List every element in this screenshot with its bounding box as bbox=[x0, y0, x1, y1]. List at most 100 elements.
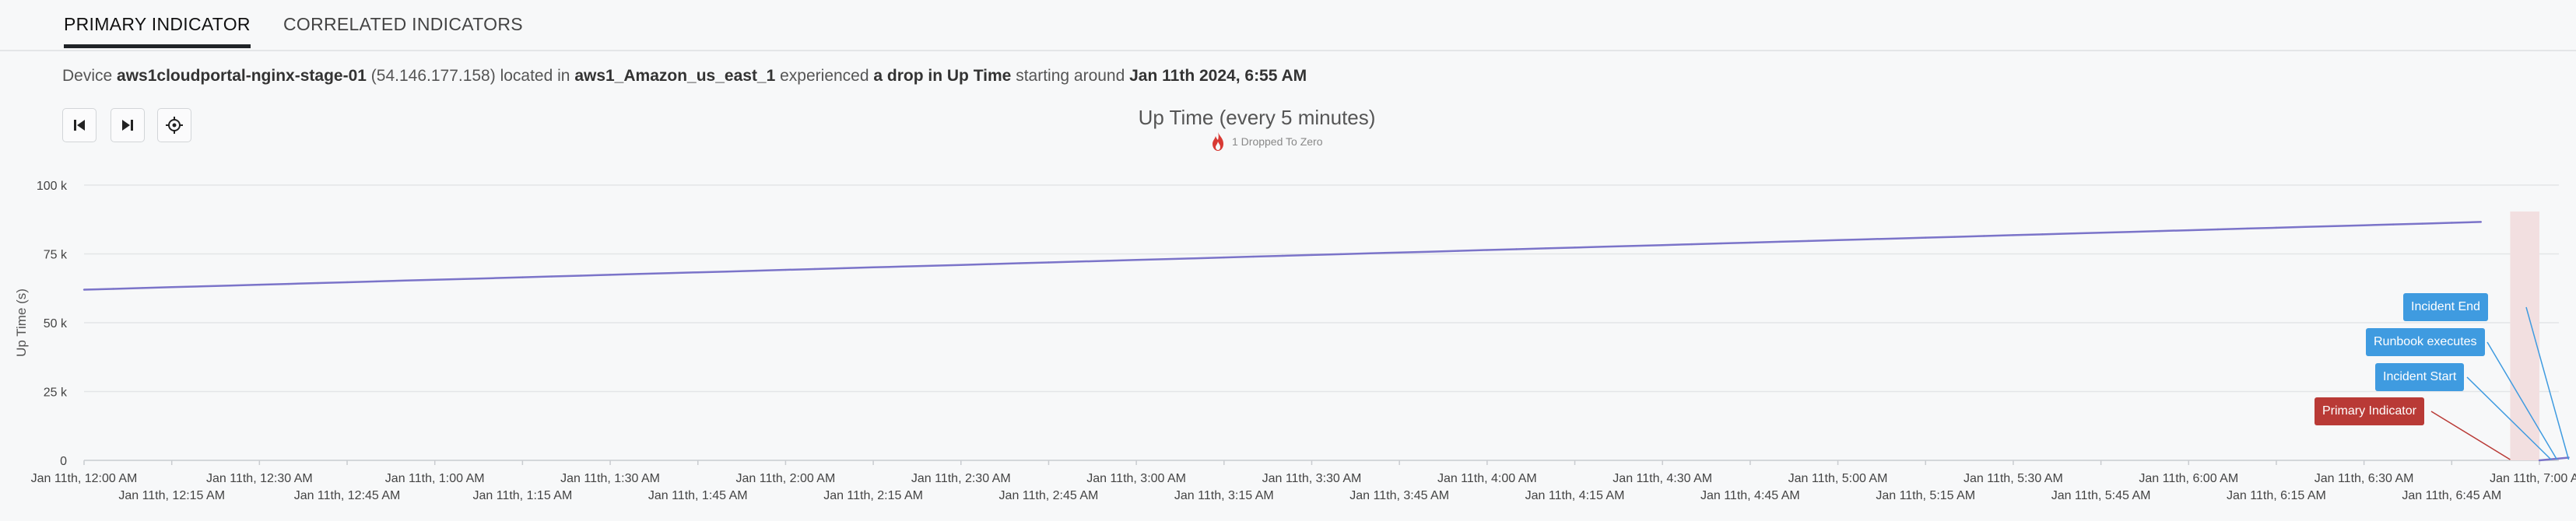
data-point bbox=[2012, 234, 2015, 236]
data-point bbox=[1223, 256, 1226, 259]
x-tick-label: Jan 11th, 12:45 AM bbox=[294, 489, 401, 502]
y-tick-label: 100 k bbox=[37, 180, 68, 193]
x-tick-label: Jan 11th, 4:45 AM bbox=[1700, 489, 1800, 502]
data-point bbox=[2392, 223, 2395, 226]
tab-primary-indicator[interactable]: PRIMARY INDICATOR bbox=[64, 0, 251, 48]
data-point bbox=[404, 279, 407, 282]
annotation-connector bbox=[2525, 306, 2570, 460]
data-point bbox=[463, 278, 465, 280]
data-point bbox=[82, 288, 86, 291]
data-point bbox=[1690, 243, 1693, 246]
data-point bbox=[2129, 230, 2132, 233]
x-tick-label: Jan 11th, 1:30 AM bbox=[560, 472, 660, 485]
data-point bbox=[1865, 238, 1869, 240]
data-point bbox=[1720, 242, 1722, 245]
data-point bbox=[1252, 255, 1255, 258]
subtitle-text: 1 Dropped To Zero bbox=[1232, 135, 1323, 148]
data-point bbox=[1983, 235, 1985, 237]
recenter-button[interactable] bbox=[157, 108, 191, 142]
annotation-primary-indicator[interactable]: Primary Indicator bbox=[2315, 397, 2424, 425]
data-point bbox=[200, 285, 202, 288]
x-tick-label: Jan 11th, 4:15 AM bbox=[1525, 489, 1625, 502]
data-point bbox=[433, 278, 436, 281]
data-point bbox=[1076, 260, 1079, 263]
desc-mid2: starting around bbox=[1011, 67, 1130, 85]
data-point bbox=[1369, 252, 1371, 254]
data-point bbox=[375, 280, 377, 283]
data-point bbox=[931, 264, 933, 267]
data-point bbox=[1515, 248, 1518, 250]
fire-icon bbox=[1213, 132, 1223, 151]
data-point bbox=[2451, 222, 2453, 224]
data-point bbox=[317, 281, 319, 285]
x-tick-label: Jan 11th, 2:00 AM bbox=[736, 472, 836, 485]
data-point bbox=[1339, 253, 1342, 256]
data-point bbox=[1018, 262, 1021, 264]
annotation-connector bbox=[2466, 376, 2552, 460]
data-point bbox=[258, 283, 261, 286]
data-point bbox=[2333, 225, 2336, 227]
data-point bbox=[2216, 228, 2220, 231]
data-point bbox=[1749, 241, 1752, 244]
y-tick-label: 0 bbox=[60, 455, 67, 468]
x-tick-label: Jan 11th, 6:00 AM bbox=[2139, 472, 2238, 485]
x-tick-label: Jan 11th, 3:45 AM bbox=[1349, 489, 1449, 502]
x-tick-label: Jan 11th, 6:45 AM bbox=[2402, 489, 2501, 502]
data-point bbox=[2275, 226, 2278, 229]
data-point bbox=[1544, 247, 1547, 250]
data-point bbox=[813, 267, 816, 271]
data-point bbox=[2421, 222, 2423, 225]
data-point bbox=[843, 267, 845, 270]
x-tick-label: Jan 11th, 7:00 AM bbox=[2490, 472, 2576, 485]
data-point bbox=[784, 268, 787, 271]
data-point bbox=[1778, 240, 1781, 243]
annotation-incident-end[interactable]: Incident End bbox=[2403, 293, 2488, 321]
device-location: aws1_Amazon_us_east_1 bbox=[574, 67, 776, 85]
data-point bbox=[287, 282, 290, 285]
event-time: Jan 11th 2024, 6:55 AM bbox=[1129, 67, 1307, 85]
skip-forward-button[interactable] bbox=[111, 108, 145, 142]
x-tick-label: Jan 11th, 2:15 AM bbox=[823, 489, 923, 502]
data-point bbox=[229, 285, 231, 287]
data-point bbox=[521, 276, 524, 278]
data-point bbox=[2158, 229, 2160, 233]
x-tick-label: Jan 11th, 6:30 AM bbox=[2315, 472, 2414, 485]
skip-back-icon bbox=[74, 120, 85, 131]
desc-prefix: Device bbox=[62, 67, 118, 85]
data-point bbox=[1837, 239, 1839, 241]
data-point bbox=[609, 274, 612, 276]
x-tick-label: Jan 11th, 3:15 AM bbox=[1174, 489, 1274, 502]
data-point bbox=[2479, 221, 2483, 223]
data-point bbox=[872, 266, 875, 269]
skip-back-button[interactable] bbox=[62, 108, 97, 142]
device-ip: (54.146.177.158) located in bbox=[366, 67, 575, 85]
skip-forward-icon bbox=[122, 120, 133, 131]
data-point bbox=[1194, 257, 1196, 260]
x-tick-label: Jan 11th, 12:15 AM bbox=[118, 489, 225, 502]
data-point bbox=[1048, 261, 1050, 264]
data-point bbox=[726, 270, 728, 273]
data-point bbox=[960, 264, 962, 266]
tab-correlated-indicators[interactable]: CORRELATED INDICATORS bbox=[283, 14, 523, 34]
data-point bbox=[697, 271, 699, 274]
x-tick-label: Jan 11th, 6:15 AM bbox=[2227, 489, 2326, 502]
data-point bbox=[580, 274, 582, 277]
annotation-runbook-executes[interactable]: Runbook executes bbox=[2366, 328, 2485, 356]
annotation-incident-start[interactable]: Incident Start bbox=[2375, 363, 2465, 391]
data-point bbox=[346, 281, 349, 284]
chart-subtitle: 1 Dropped To Zero bbox=[1210, 131, 1322, 152]
data-point bbox=[1135, 259, 1138, 261]
x-tick-label: Jan 11th, 2:30 AM bbox=[911, 472, 1011, 485]
data-point bbox=[1106, 260, 1108, 262]
x-tick-label: Jan 11th, 1:00 AM bbox=[385, 472, 485, 485]
y-tick-label: 75 k bbox=[44, 249, 68, 262]
data-point bbox=[1807, 240, 1810, 243]
annotation-connector bbox=[2430, 411, 2511, 460]
data-point bbox=[1574, 247, 1576, 249]
x-tick-label: Jan 11th, 1:15 AM bbox=[472, 489, 572, 502]
data-point bbox=[1486, 249, 1489, 251]
data-point bbox=[1164, 258, 1167, 260]
data-point bbox=[2100, 232, 2102, 234]
desc-mid: experienced bbox=[775, 67, 874, 85]
